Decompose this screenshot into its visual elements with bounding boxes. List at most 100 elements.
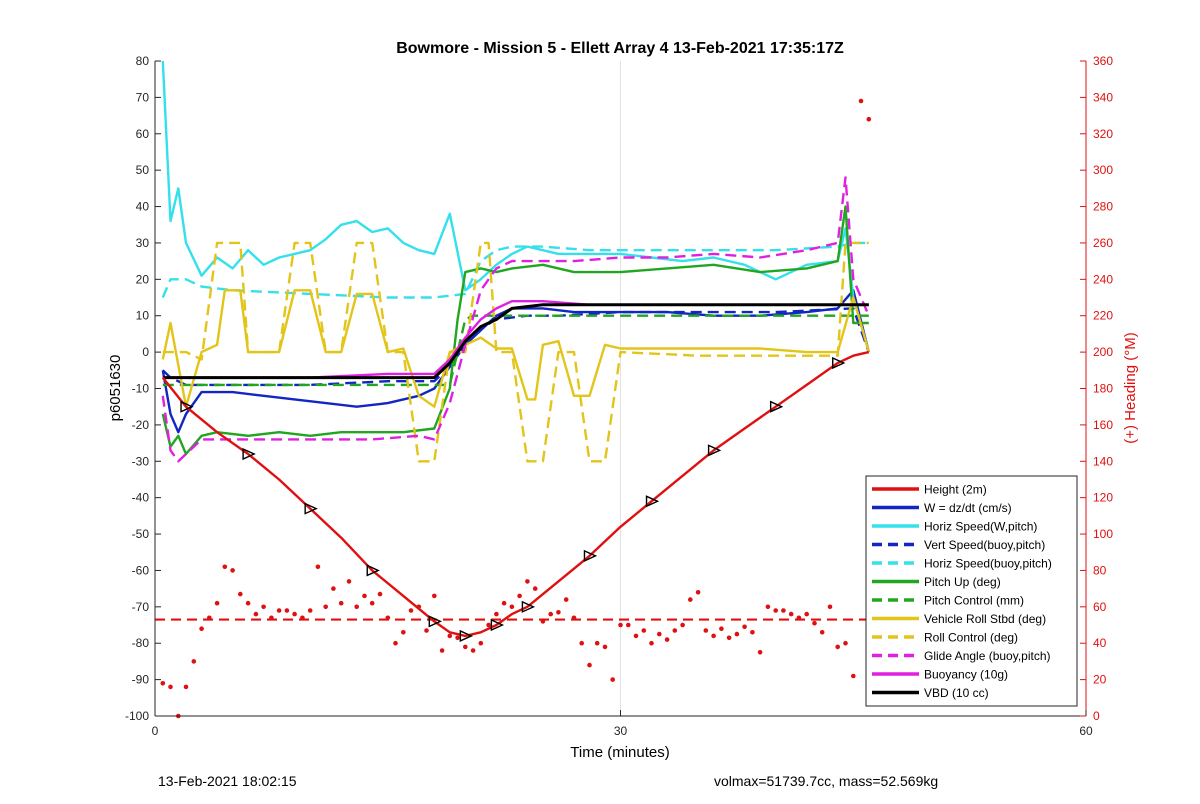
heading-point [757, 650, 763, 655]
heading-point [750, 630, 755, 635]
legend-entry: W = dz/dt (cm/s) [924, 501, 1012, 515]
heading-point [556, 610, 561, 615]
heading-point [532, 586, 538, 591]
heading-point [377, 591, 383, 597]
heading-point [734, 631, 740, 637]
y-tick-label: -60 [132, 563, 150, 577]
heading-point [711, 633, 716, 639]
heading-point [292, 611, 297, 617]
heading-point [432, 593, 437, 599]
heading-point [207, 615, 212, 621]
heading-point [765, 604, 771, 610]
right-tick-label: 160 [1093, 418, 1113, 432]
axes: 80706050403020100-10-20-30-40-50-60-70-8… [125, 54, 1113, 738]
heading-point [401, 630, 406, 635]
footer-timestamp: 13-Feb-2021 18:02:15 [158, 773, 297, 789]
heading-point [284, 608, 290, 613]
heading-point [688, 597, 693, 602]
heading-point [463, 644, 468, 650]
legend-entry: Horiz Speed(W,pitch) [924, 520, 1037, 534]
height-marker [583, 549, 598, 562]
height-marker [490, 618, 505, 632]
right-tick-label: 340 [1093, 90, 1113, 104]
heading-point [579, 640, 584, 646]
heading-point [525, 579, 530, 584]
right-axis-label: (+) Heading (°M) [1122, 332, 1139, 443]
y-tick-label: 80 [136, 54, 150, 68]
legend-entry: Pitch Control (mm) [924, 594, 1024, 608]
right-tick-label: 180 [1093, 382, 1113, 396]
y-tick-label: 50 [136, 163, 150, 177]
heading-point [773, 608, 778, 613]
series-line [161, 205, 869, 456]
heading-point [323, 604, 329, 610]
heading-point [571, 615, 577, 621]
heading-point [851, 673, 856, 679]
heading-point [160, 681, 166, 686]
heading-point [812, 620, 817, 626]
heading-point [362, 593, 367, 599]
heading-point [331, 586, 336, 591]
height-marker [428, 615, 442, 628]
right-tick-label: 20 [1093, 673, 1107, 687]
series-line [161, 350, 870, 638]
heading-point [517, 593, 522, 599]
heading-point [602, 644, 608, 650]
right-tick-label: 300 [1093, 163, 1113, 177]
heading-point [548, 611, 553, 617]
heading-point [253, 611, 259, 617]
heading-point [214, 600, 220, 606]
right-tick-label: 0 [1093, 709, 1100, 723]
heading-point [494, 611, 499, 617]
y-tick-label: -10 [132, 382, 150, 396]
series-line [161, 176, 870, 463]
heading-point [726, 635, 732, 641]
heading-point [230, 568, 235, 573]
heading-point [338, 600, 344, 606]
heading-point [245, 600, 251, 606]
y-tick-label: 20 [136, 272, 150, 286]
heading-point [447, 633, 453, 639]
y-tick-label: 30 [136, 236, 150, 250]
heading-point [796, 615, 802, 621]
heading-point [307, 608, 313, 613]
heading-point [486, 622, 491, 628]
height-marker [366, 564, 380, 577]
right-tick-label: 320 [1093, 127, 1113, 141]
y-axis-label: p6051630 [107, 355, 124, 422]
y-tick-label: -90 [132, 673, 150, 687]
heading-point [858, 98, 864, 104]
heading-point [369, 600, 375, 606]
height-marker [242, 447, 256, 461]
heading-point [509, 604, 515, 610]
chart-title: Bowmore - Mission 5 - Ellett Array 4 13-… [396, 40, 844, 57]
heading-point [633, 633, 639, 639]
footer-summary: volmax=51739.7cc, mass=52.569kg [714, 773, 939, 789]
height-marker [180, 400, 194, 413]
legend-entry: Glide Angle (buoy,pitch) [924, 649, 1051, 663]
y-tick-label: -80 [132, 636, 150, 650]
height-marker [521, 600, 536, 613]
heading-point [501, 600, 507, 606]
y-tick-label: -40 [132, 491, 150, 505]
legend: Height (2m) W = dz/dt (cm/s) Horiz Speed(W… [865, 475, 1078, 707]
plot-area [155, 60, 872, 719]
right-tick-label: 80 [1093, 563, 1107, 577]
heading-point [626, 622, 631, 628]
heading-point [594, 640, 600, 646]
heading-point [843, 640, 848, 646]
right-tick-label: 60 [1093, 600, 1107, 614]
x-tick-label: 60 [1079, 724, 1093, 738]
series-line [162, 303, 869, 380]
right-tick-label: 260 [1093, 236, 1113, 250]
heading-point [719, 626, 724, 631]
right-tick-label: 40 [1093, 636, 1107, 650]
y-tick-label: 10 [136, 309, 150, 323]
heading-point [742, 624, 747, 630]
heading-point [416, 604, 422, 610]
heading-point [269, 615, 274, 621]
legend-entry: Roll Control (deg) [924, 631, 1018, 645]
y-tick-label: -30 [132, 454, 150, 468]
heading-point [540, 619, 546, 624]
